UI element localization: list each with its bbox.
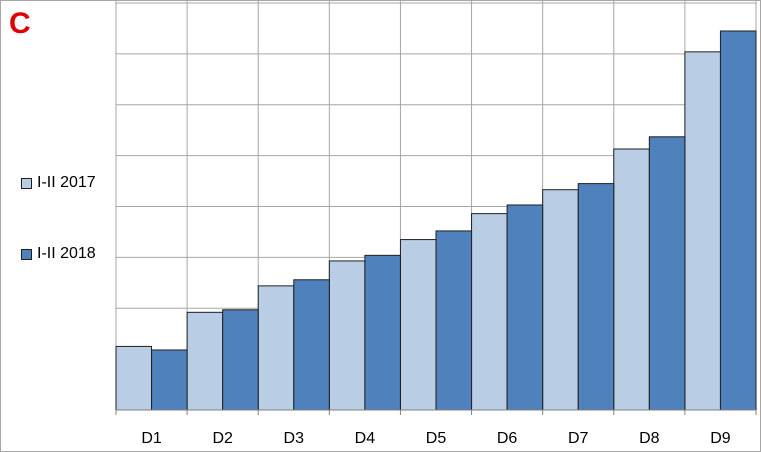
x-axis: [115, 409, 757, 415]
x-tick-label-d8: D8: [639, 430, 660, 447]
bar-2018-d3: [293, 279, 330, 411]
bar-2017-d2: [186, 311, 224, 411]
x-tick-label-d9: D9: [710, 430, 731, 447]
bar-2018-d2: [222, 309, 259, 411]
bar-2017-d6: [471, 213, 508, 411]
bar-2018-d8: [648, 136, 686, 411]
legend-swatch-2017: [21, 177, 32, 189]
bar-2018-d1: [151, 349, 188, 411]
x-tick-label-d1: D1: [141, 430, 162, 447]
panel-letter: C: [9, 7, 31, 40]
legend-label-2017: I-II 2017: [37, 174, 96, 191]
bar-2018-d6: [506, 204, 544, 411]
x-tick-label-d2: D2: [212, 430, 233, 447]
legend-label-2018: I-II 2018: [37, 245, 96, 262]
bar-2017-d1: [115, 345, 153, 411]
legend-item-2018: I-II 2018: [21, 245, 96, 263]
bar-2017-d5: [399, 239, 437, 411]
bar-2017-d3: [257, 285, 295, 411]
bar-2018-d5: [435, 230, 473, 411]
legend-item-2017: I-II 2017: [21, 174, 96, 192]
bar-2018-d7: [577, 183, 615, 411]
x-tick-label-d5: D5: [426, 430, 447, 447]
x-tick-label-d7: D7: [568, 430, 589, 447]
bars: [115, 30, 757, 411]
x-tick-label-d3: D3: [284, 430, 305, 447]
bar-2017-d9: [684, 51, 721, 411]
legend-swatch-2018: [21, 248, 32, 260]
bar-2017-d7: [542, 189, 579, 411]
x-tick-label-d6: D6: [497, 430, 518, 447]
x-tick-label-d4: D4: [355, 430, 376, 447]
bar-2017-d8: [613, 148, 650, 411]
bar-2018-d9: [719, 30, 757, 411]
bar-2017-d4: [328, 260, 366, 411]
bar-2018-d4: [364, 254, 401, 411]
x-tick-labels: D1 D2 D3 D4 D5 D6 D7 D8 D9: [141, 430, 730, 447]
